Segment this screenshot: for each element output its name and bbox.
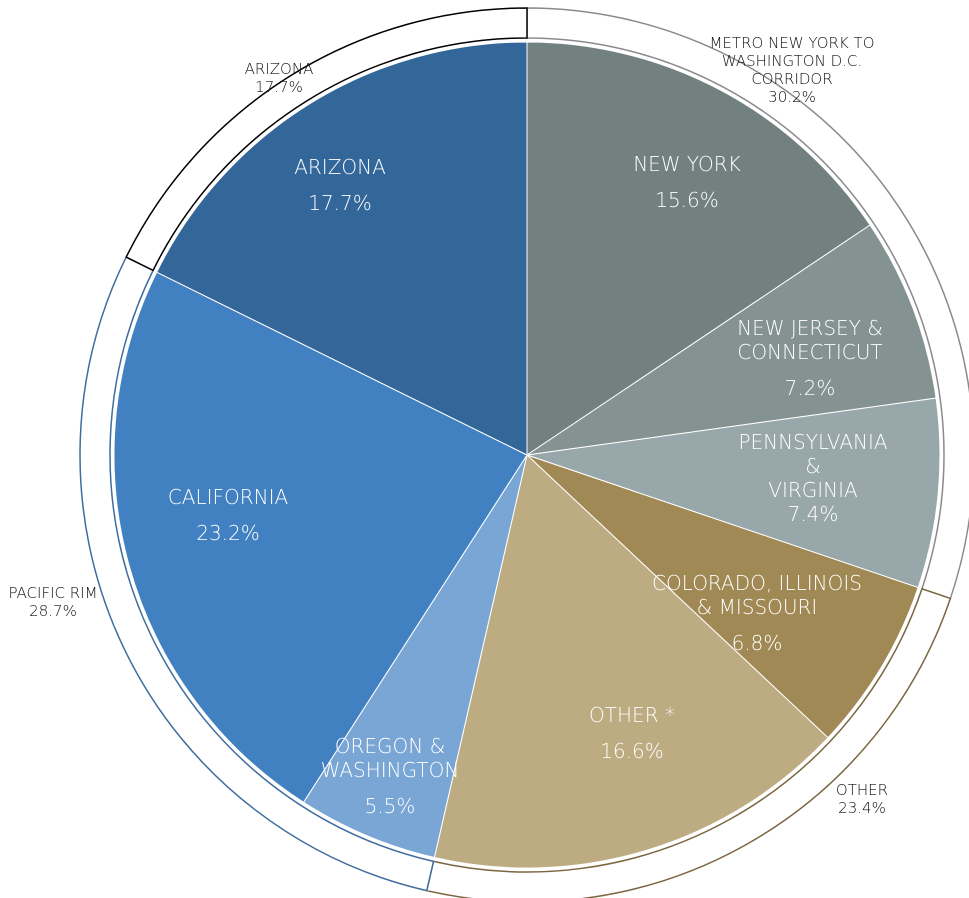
slice-value-label: 5.5% (364, 794, 416, 818)
slice-value-label: 7.4% (787, 502, 839, 526)
group-value-label: 23.4% (838, 799, 886, 817)
pie-slice (113, 271, 528, 804)
group-value-label: 30.2% (768, 88, 816, 106)
pie-slice (526, 224, 937, 456)
slice-label: OREGON & WASHINGTON (320, 734, 460, 782)
group-ring (125, 7, 528, 272)
pie-slice (526, 454, 919, 739)
slice-value-label: 7.2% (784, 376, 836, 400)
pie-slice (156, 41, 528, 456)
slice-value-label: 6.8% (731, 631, 783, 655)
group-value-label: 28.7% (29, 602, 77, 620)
group-value-label: 17.7% (255, 78, 303, 96)
group-label: ARIZONA (244, 60, 314, 78)
group-label: PACIFIC RIM (8, 584, 98, 602)
group-label: METRO NEW YORK TO WASHINGTON D.C. CORRID… (709, 34, 875, 88)
slice-label: NEW JERSEY & CONNECTICUT (737, 316, 883, 364)
slice-label: COLORADO, ILLINOIS & MISSOURI (652, 571, 862, 619)
slice-label: ARIZONA (294, 155, 386, 179)
slice-label: PENNSYLVANIA & VIRGINIA (738, 430, 888, 502)
slice-label: CALIFORNIA (167, 485, 289, 509)
pie-slice (302, 454, 528, 859)
slice-value-label: 23.2% (196, 521, 260, 545)
slice-value-label: 17.7% (308, 191, 372, 215)
group-label: OTHER (835, 781, 889, 799)
slice-label: OTHER * (589, 703, 675, 727)
slice-value-label: 16.6% (600, 739, 664, 763)
pie-slice (433, 454, 829, 869)
pie-slice (526, 41, 871, 456)
slice-label: NEW YORK (633, 152, 741, 176)
slice-value-label: 15.6% (655, 188, 719, 212)
pie-slice (526, 397, 941, 589)
